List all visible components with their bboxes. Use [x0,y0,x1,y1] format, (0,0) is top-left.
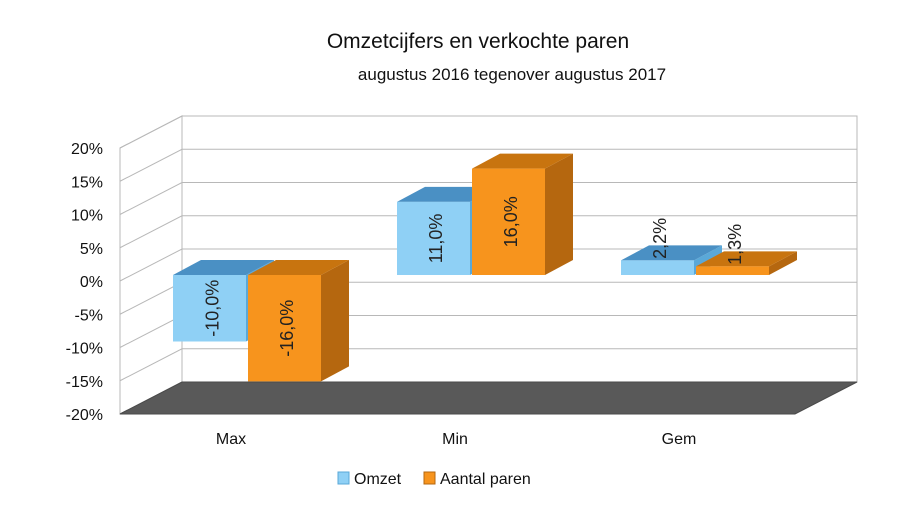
y-tick-label: -15% [66,374,103,391]
gridline [119,115,857,149]
legend-swatch-aantal-paren [423,471,436,485]
data-label: -16,0% [277,300,297,357]
y-tick-label: -10% [66,341,103,358]
gridline [119,215,857,249]
x-tick-label: Gem [662,431,697,448]
data-label: 16,0% [501,196,521,247]
data-label: 1,3% [725,224,745,265]
legend-swatch-omzet [337,471,350,485]
y-tick-label: -20% [66,407,103,424]
legend-label-omzet: Omzet [354,471,402,488]
x-tick-label: Max [216,431,246,448]
chart-subtitle: augustus 2016 tegenover augustus 2017 [358,65,666,84]
x-tick-label: Min [442,431,468,448]
gridline [119,182,857,215]
bars [173,153,797,382]
data-label: 11,0% [426,214,446,264]
floor [119,381,858,415]
y-tick-label: 0% [80,274,103,291]
chart-floor [119,381,858,415]
legend: Omzet Aantal paren [337,471,531,488]
y-tick-label: 20% [71,141,103,158]
chart-title: Omzetcijfers en verkochte paren [327,30,629,53]
data-labels: -10,0% -16,0% 11,0% 16,0% 2,2% 1,3% [202,196,745,356]
y-tick-label: -5% [75,307,103,324]
bar-aantal-paren-gem [696,251,797,275]
category-labels: Max Min Gem [216,431,696,448]
bar-aantal-paren-min [472,153,573,275]
gridline [119,348,857,382]
gridline [119,248,857,282]
y-tick-label: 10% [71,208,103,225]
y-tick-label: 15% [71,174,103,191]
legend-label-aantal-paren: Aantal paren [440,471,531,488]
data-label: -10,0% [202,280,222,337]
bar-aantal-paren-max [248,260,349,382]
y-axis-ticks: 20% 15% 10% 5% 0% -5% -10% -15% -20% [66,141,103,424]
gridline [119,148,857,182]
y-tick-label: 5% [80,241,103,258]
data-label: 2,2% [650,218,670,259]
